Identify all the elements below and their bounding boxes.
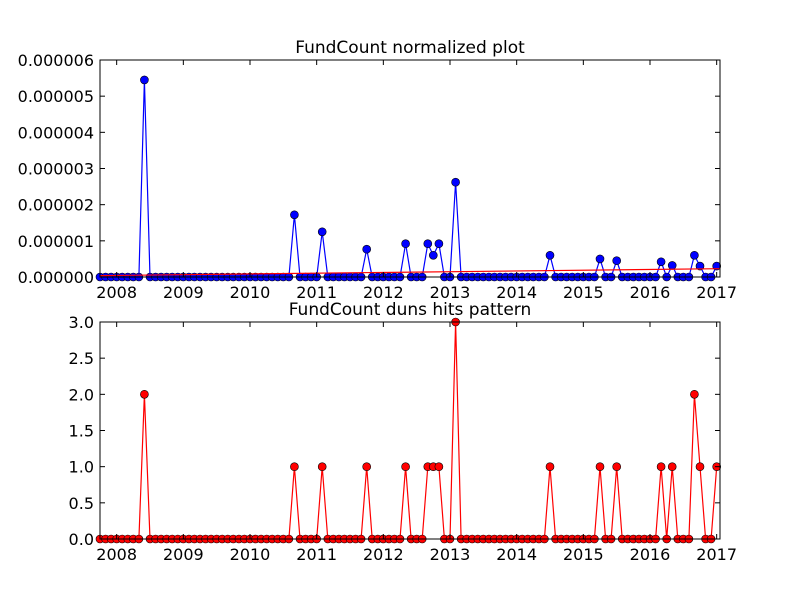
y-tick-label: 0.000004 — [18, 123, 94, 142]
x-tick-label: 2012 — [363, 283, 404, 302]
x-tick-label: 2012 — [363, 545, 404, 564]
data-point — [612, 256, 622, 266]
x-tick-label: 2008 — [96, 283, 137, 302]
data-point — [712, 261, 722, 271]
data-point — [428, 251, 438, 260]
x-tick-label: 2010 — [230, 283, 271, 302]
y-tick-label: 0.000000 — [18, 268, 94, 287]
y-tick-label: 1.0 — [69, 458, 94, 477]
data-point — [451, 177, 460, 187]
x-tick-label: 2013 — [430, 283, 471, 302]
data-point — [140, 389, 149, 399]
plot-area-duns-hits: 0.0 0.5 1.0 1.5 2.0 2.5 3.0 2008 2009 2010 2011 201… — [69, 313, 737, 564]
x-tick-label: 2014 — [496, 545, 537, 564]
trend-line — [99, 268, 721, 277]
x-tick-label: 2016 — [630, 545, 671, 564]
x-tick-label: 2011 — [296, 283, 337, 302]
chart-title-duns-hits: FundCount duns hits pattern — [289, 300, 532, 320]
data-point — [595, 462, 605, 472]
y-tick-label: 0.000006 — [18, 51, 94, 70]
x-tick-label: 2008 — [96, 545, 137, 564]
data-point — [290, 210, 299, 220]
chart-duns-hits: FundCount duns hits pattern 0.0 0.5 1.0 1.5… — [69, 300, 737, 564]
data-point — [690, 251, 699, 260]
y-tick-label: 0.000002 — [18, 196, 94, 215]
data-point — [423, 239, 433, 248]
data-point — [545, 462, 555, 472]
data-point — [362, 462, 372, 472]
data-point — [667, 261, 677, 270]
data-point — [317, 462, 327, 472]
data-point — [401, 239, 410, 248]
x-tick-label: 2015 — [563, 283, 604, 302]
x-tick-label: 2015 — [563, 545, 604, 564]
plot-area-normalized: 0.000000 0.000001 0.000002 0.000003 0.000004… — [18, 51, 737, 302]
data-point — [595, 254, 605, 264]
data-point — [290, 462, 299, 472]
data-point — [656, 257, 666, 267]
data-point — [667, 462, 677, 472]
x-tick-label: 2013 — [430, 545, 471, 564]
data-point — [545, 251, 555, 260]
x-tick-label: 2014 — [496, 283, 537, 302]
x-tick-label: 2010 — [230, 545, 271, 564]
y-tick-label: 0.000001 — [18, 232, 94, 251]
data-point — [362, 244, 372, 254]
data-point — [656, 462, 666, 472]
data-point — [140, 75, 149, 85]
y-tick-label: 2.5 — [69, 349, 94, 368]
data-point — [317, 227, 327, 237]
x-tick-label: 2009 — [163, 283, 204, 302]
x-tick-label: 2009 — [163, 545, 204, 564]
x-tick-label: 2017 — [696, 545, 737, 564]
x-tick-label: 2016 — [630, 283, 671, 302]
data-point — [695, 261, 705, 271]
data-point — [690, 389, 699, 399]
y-tick-label: 0.000003 — [18, 160, 94, 179]
y-tick-label: 3.0 — [69, 313, 94, 332]
y-tick-label: 1.5 — [69, 422, 94, 441]
data-point — [401, 462, 410, 472]
x-tick-label: 2011 — [296, 545, 337, 564]
y-tick-label: 0.000005 — [18, 87, 94, 106]
data-point — [612, 462, 622, 472]
y-tick-label: 0.0 — [69, 530, 94, 549]
data-point — [695, 462, 705, 472]
chart-title-normalized: FundCount normalized plot — [295, 38, 525, 58]
data-point — [434, 239, 444, 248]
x-tick-label: 2017 — [696, 283, 737, 302]
chart-normalized: FundCount normalized plot 0.0000000.0000… — [18, 38, 737, 302]
y-tick-label: 2.0 — [69, 385, 94, 404]
data-point — [434, 462, 444, 472]
y-tick-label: 0.5 — [69, 494, 94, 513]
